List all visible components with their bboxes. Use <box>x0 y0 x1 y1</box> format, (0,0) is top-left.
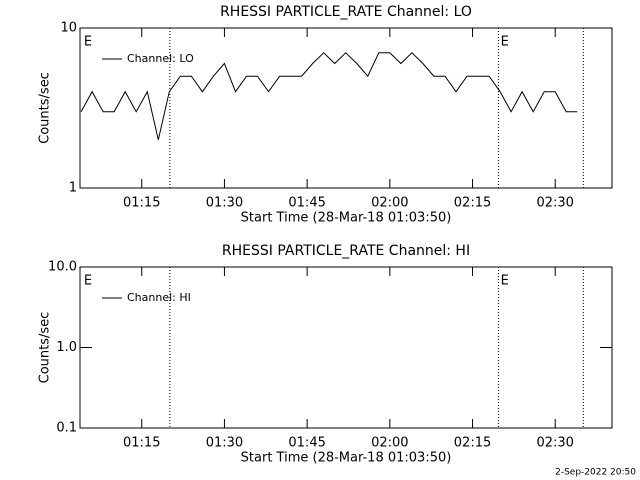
x-tick-label: 02:30 <box>536 436 573 451</box>
annotation: E <box>84 35 92 50</box>
x-tick-label: 01:30 <box>206 436 243 451</box>
annotation: E <box>501 35 509 50</box>
x-tick-label: 01:15 <box>123 196 160 211</box>
annotation: E <box>501 274 509 289</box>
x-tick-label: 01:45 <box>288 436 325 451</box>
y-tick-label: 10 <box>60 21 77 36</box>
x-tick-label: 02:00 <box>371 436 408 451</box>
x-tick-label: 02:30 <box>536 196 573 211</box>
x-tick-label: 02:00 <box>371 196 408 211</box>
legend-label: Channel: LO <box>127 52 194 65</box>
y-tick-label: 1.0 <box>56 340 77 355</box>
footer-text: 2-Sep-2022 20:50 <box>555 468 636 478</box>
x-tick-label: 01:15 <box>123 436 160 451</box>
y-tick-label: 0.1 <box>56 421 77 436</box>
x-tick-label: 01:30 <box>206 196 243 211</box>
plot-frame <box>79 27 613 189</box>
x-tick-label: 01:45 <box>288 196 325 211</box>
x-tick-label: 02:15 <box>454 436 491 451</box>
y-tick-label: 1 <box>69 181 77 196</box>
y-axis-label: Counts/sec <box>38 312 53 384</box>
x-axis-label: Start Time (28-Mar-18 01:03:50) <box>241 451 452 466</box>
legend-label: Channel: HI <box>127 291 191 304</box>
annotation: E <box>84 274 92 289</box>
y-tick-label: 10.0 <box>48 260 77 275</box>
chart-title: RHESSI PARTICLE_RATE Channel: LO <box>220 4 472 20</box>
x-tick-label: 02:15 <box>454 196 491 211</box>
y-axis-label: Counts/sec <box>38 72 53 144</box>
chart-title: RHESSI PARTICLE_RATE Channel: HI <box>222 243 470 259</box>
x-axis-label: Start Time (28-Mar-18 01:03:50) <box>241 211 452 226</box>
data-line <box>80 52 578 140</box>
